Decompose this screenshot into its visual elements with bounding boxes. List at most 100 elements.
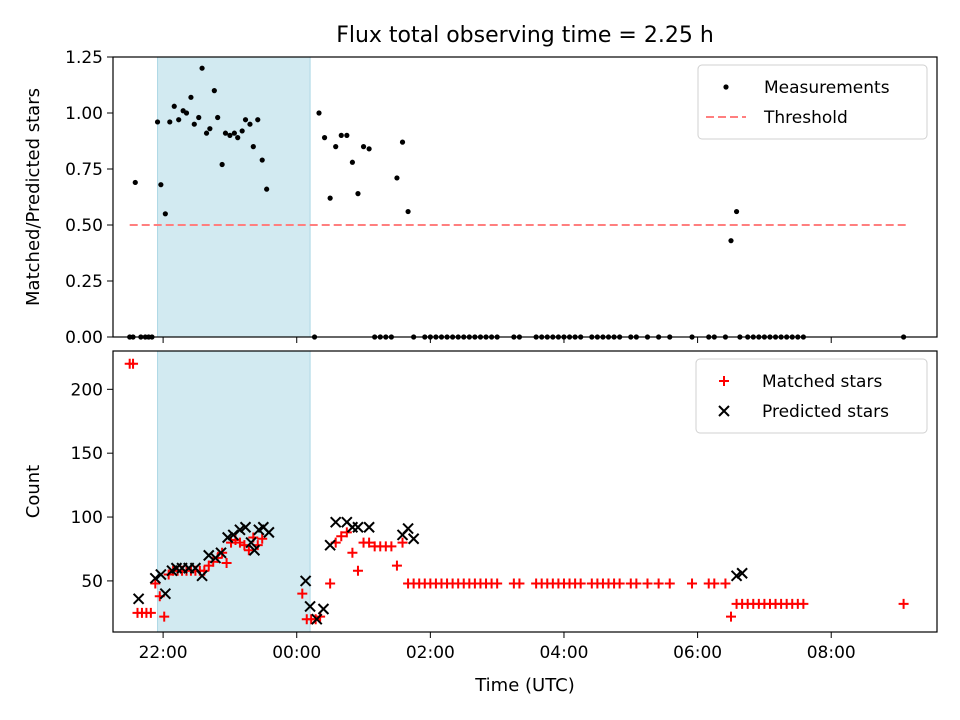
legend-marker-x <box>718 405 730 417</box>
predicted-star-point <box>215 547 227 559</box>
measurement-point <box>728 238 734 244</box>
observing-span <box>157 350 311 633</box>
matched-star-point <box>243 545 254 556</box>
y-axis-label: Matched/Predicted stars <box>23 88 44 306</box>
measurement-point <box>399 139 406 145</box>
legend-marker-dot <box>723 84 729 90</box>
measurement-point <box>394 175 400 181</box>
legend-marker-plus <box>719 376 729 386</box>
measurement-point <box>191 121 197 127</box>
predicted-star-point <box>402 522 414 535</box>
y-tick-label: 1.25 <box>65 48 103 68</box>
measurement-point <box>733 208 740 215</box>
y-tick-label: 0.25 <box>65 272 103 292</box>
measurement-point <box>333 144 339 150</box>
measurement-point <box>255 117 261 123</box>
legend-label: Matched stars <box>762 372 882 392</box>
x-tick-label: 04:00 <box>539 643 588 663</box>
matched-star-point <box>347 547 358 558</box>
measurement-point <box>207 126 213 132</box>
matched-star-point <box>798 598 809 609</box>
predicted-star-point <box>155 568 167 581</box>
measurement-point <box>405 208 411 215</box>
y-tick-label: 1.00 <box>65 104 103 124</box>
predicted-star-point <box>346 521 359 533</box>
predicted-star-point <box>304 600 316 613</box>
x-axis-label: Time (UTC) <box>474 675 575 696</box>
y-axis-label: Count <box>23 465 44 518</box>
measurement-point <box>158 182 164 188</box>
measurement-point <box>242 117 249 123</box>
predicted-star-point <box>311 613 323 625</box>
measurement-point <box>264 186 270 192</box>
measurement-point <box>349 159 356 165</box>
predicted-star-point <box>239 521 252 533</box>
matched-star-point <box>687 578 698 589</box>
predicted-star-point <box>196 570 208 582</box>
measurement-point <box>247 121 253 127</box>
y-tick-label: 0.75 <box>65 160 103 180</box>
measurement-point <box>355 191 361 197</box>
predicted-star-point <box>363 521 375 533</box>
predicted-star-point <box>317 603 330 615</box>
measurement-point <box>250 144 256 150</box>
predicted-star-point <box>149 572 162 585</box>
predicted-star-point <box>227 529 239 541</box>
matched-star-point <box>386 541 397 552</box>
matched-star-point <box>341 527 352 538</box>
predicted-star-point <box>324 539 336 551</box>
matched-star-point <box>614 578 625 589</box>
legend: Measurements Threshold <box>697 64 928 140</box>
legend-box <box>695 358 928 434</box>
measurement-point <box>321 135 328 141</box>
measurement-point <box>162 211 168 217</box>
measurement-point <box>222 130 229 136</box>
matched-star-point <box>391 560 402 571</box>
x-tick-label: 08:00 <box>807 643 856 663</box>
matched-star-point <box>642 578 653 589</box>
measurement-point <box>219 161 225 168</box>
top-panel: 0.00 0.25 0.50 0.75 1.00 1.25 Matched/Predicte… <box>23 48 938 348</box>
matched-star-point <box>221 558 232 569</box>
matched-star-point <box>709 578 720 589</box>
x-tick-label: 06:00 <box>673 643 722 663</box>
measurement-point <box>176 117 182 123</box>
matched-star-point <box>631 578 642 589</box>
measurement-point <box>231 130 237 136</box>
predicted-star-point <box>352 521 364 533</box>
measurement-point <box>203 130 210 136</box>
predicted-star-point <box>245 536 257 549</box>
matched-star-point <box>397 537 408 548</box>
axes-frame <box>112 350 938 633</box>
matched-star-point <box>726 611 736 622</box>
y-tick-label: 0.00 <box>65 328 103 348</box>
y-tick-label: 50 <box>81 572 103 592</box>
measurement-point <box>132 179 138 186</box>
x-tick-label: 22:00 <box>139 643 188 663</box>
predicted-star-point <box>132 593 145 605</box>
measurement-point <box>167 119 173 125</box>
legend-label: Predicted stars <box>762 402 889 422</box>
matched-star-point <box>514 578 525 589</box>
measurement-point <box>327 195 333 201</box>
matched-star-point <box>492 578 503 589</box>
x-tick-label: 00:00 <box>272 643 321 663</box>
measurement-point <box>227 132 233 138</box>
matched-star-point <box>297 588 308 599</box>
predicted-star-point <box>221 531 234 544</box>
measurement-point <box>366 146 372 152</box>
y-tick-label: 0.50 <box>65 216 103 236</box>
series-x <box>132 516 748 625</box>
predicted-star-point <box>159 587 172 600</box>
measurement-point <box>235 135 241 141</box>
measurement-point <box>239 128 245 134</box>
matched-star-point <box>257 533 268 544</box>
y-tick-label: 100 <box>71 508 103 528</box>
measurement-point <box>316 110 322 116</box>
predicted-star-point <box>234 524 246 536</box>
predicted-star-point <box>736 567 748 579</box>
y-tick-label: 200 <box>71 380 103 400</box>
observing-span <box>157 56 311 338</box>
predicted-star-point <box>730 570 743 582</box>
